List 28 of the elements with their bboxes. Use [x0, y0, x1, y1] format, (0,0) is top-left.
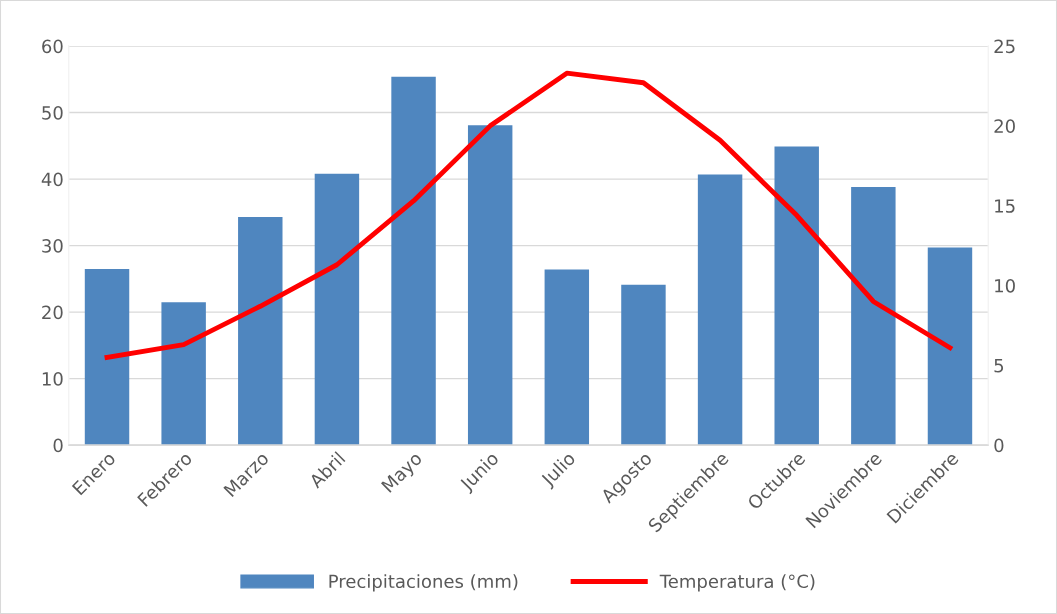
legend-label: Precipitaciones (mm) [329, 574, 518, 592]
legend-label: Temperatura (°C) [659, 574, 815, 592]
y2-tick-label: 25 [994, 39, 1015, 54]
bar [314, 173, 360, 446]
y2-tick-label: 10 [995, 278, 1015, 293]
bar [391, 76, 436, 446]
y-tick-label: 50 [42, 106, 63, 120]
y-tick-label: 40 [41, 172, 63, 187]
y-tick-label: 0 [53, 438, 63, 453]
y2-tick-label: 5 [994, 359, 1004, 373]
y-tick-label: 10 [42, 372, 63, 386]
y2-tick-label: 0 [994, 438, 1004, 453]
bar [927, 247, 973, 446]
bar [544, 269, 590, 446]
y-tick-label: 60 [42, 39, 63, 54]
bar [84, 268, 130, 446]
bar [621, 284, 666, 446]
y2-tick-label: 15 [995, 199, 1015, 213]
y2-tick-label: 20 [994, 119, 1015, 133]
bar [161, 302, 206, 446]
y-tick-label: 20 [42, 305, 63, 320]
bar [774, 146, 819, 446]
bar [697, 174, 743, 446]
y-tick-label: 30 [42, 239, 63, 253]
bar [467, 125, 513, 446]
bar [238, 217, 283, 446]
line-series [104, 70, 953, 360]
bar [851, 187, 896, 446]
